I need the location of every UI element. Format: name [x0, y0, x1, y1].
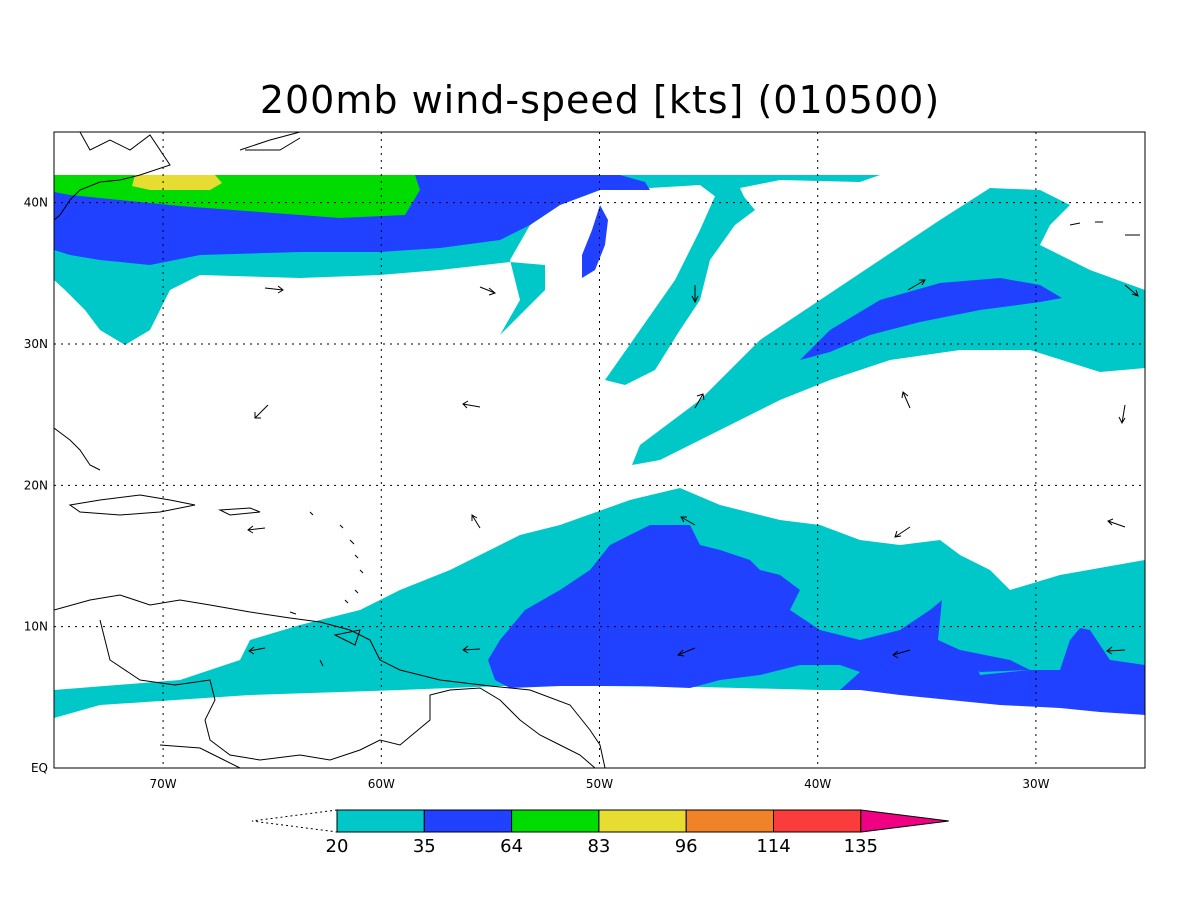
wind-arrow [680, 516, 696, 526]
wind-arrow [479, 286, 497, 296]
colorbar: 20 35 64 83 96 114 135 [251, 809, 949, 857]
colorbar-level-label: 135 [844, 836, 878, 857]
coastline-hispaniola [68, 494, 196, 516]
coastline-puerto-rico [218, 507, 261, 516]
wind-arrow [691, 285, 699, 304]
lat-tick-label: 10N [24, 620, 48, 634]
coastline-south-america [54, 594, 606, 768]
jet-band-mid-cyan [605, 185, 755, 385]
lat-tick-label: 30N [24, 337, 48, 351]
jet-max-yellow [132, 175, 222, 190]
lat-tick-label: 20N [24, 478, 48, 492]
colorbar-level-label: 83 [587, 836, 610, 857]
colorbar-level-label: 35 [413, 836, 436, 857]
wind-arrow [1106, 646, 1126, 655]
lon-tick-label: 30W [1022, 777, 1049, 791]
colorbar-swatch [423, 809, 513, 833]
wind-arrow [1107, 518, 1126, 528]
coastline-cuba [54, 427, 101, 471]
colorbar-level-label: 64 [500, 836, 523, 857]
lon-tick-label: 70W [150, 777, 177, 791]
lon-tick-label: 60W [368, 777, 395, 791]
wind-arrow [248, 646, 266, 655]
coastline-northeast-us [54, 132, 171, 221]
wind-arrow [892, 649, 911, 659]
colorbar-level-label: 96 [675, 836, 698, 857]
wind-arrow [254, 404, 269, 419]
map-title: 200mb wind-speed [kts] (010500) [259, 78, 941, 122]
wind-arrow [1118, 404, 1126, 425]
colorbar-swatch [598, 809, 687, 833]
jet-sliver-blue [582, 205, 608, 278]
colorbar-level-label: 20 [326, 836, 349, 857]
coastline-nova-scotia [239, 132, 301, 151]
colorbar-under-triangle [251, 809, 338, 833]
plot-frame [53, 131, 1146, 769]
wind-arrow [901, 391, 911, 409]
wind-arrow [907, 279, 926, 291]
jet-core-east-blue [800, 278, 1062, 360]
coastline-cape-verde [1069, 221, 1140, 236]
lat-tick-label: 40N [24, 196, 48, 210]
tropical-core-blue [488, 525, 1145, 715]
coastline-trinidad [333, 629, 361, 646]
lon-tick-label: 40W [804, 777, 831, 791]
colorbar-swatch [336, 809, 425, 833]
wind-arrow [462, 645, 481, 654]
colorbar-level-label: 114 [756, 836, 790, 857]
wind-arrow [247, 525, 266, 534]
latitude-ticks: EQ 10N 20N 30N 40N [24, 196, 48, 775]
coastline-lesser-antilles [289, 511, 364, 667]
tropical-core-blue-lobe [960, 650, 1030, 672]
wind-arrow [676, 647, 696, 657]
colorbar-swatch [511, 809, 600, 833]
wind-vectors [247, 279, 1139, 659]
wind-arrow [694, 393, 705, 409]
coastlines [54, 132, 1140, 768]
wind-arrow [894, 526, 911, 538]
longitude-ticks: 70W 60W 50W 40W 30W [150, 777, 1050, 791]
colorbar-swatch [860, 809, 949, 833]
lon-tick-label: 50W [586, 777, 613, 791]
map-grid [54, 132, 1145, 768]
lat-tick-label: EQ [31, 761, 48, 775]
wind-arrow [264, 285, 284, 294]
colorbar-swatch [773, 809, 862, 833]
wind-arrow [1124, 284, 1139, 297]
colorbar-swatch [685, 809, 775, 833]
wind-arrow [471, 514, 481, 529]
wind-arrow [462, 400, 481, 409]
